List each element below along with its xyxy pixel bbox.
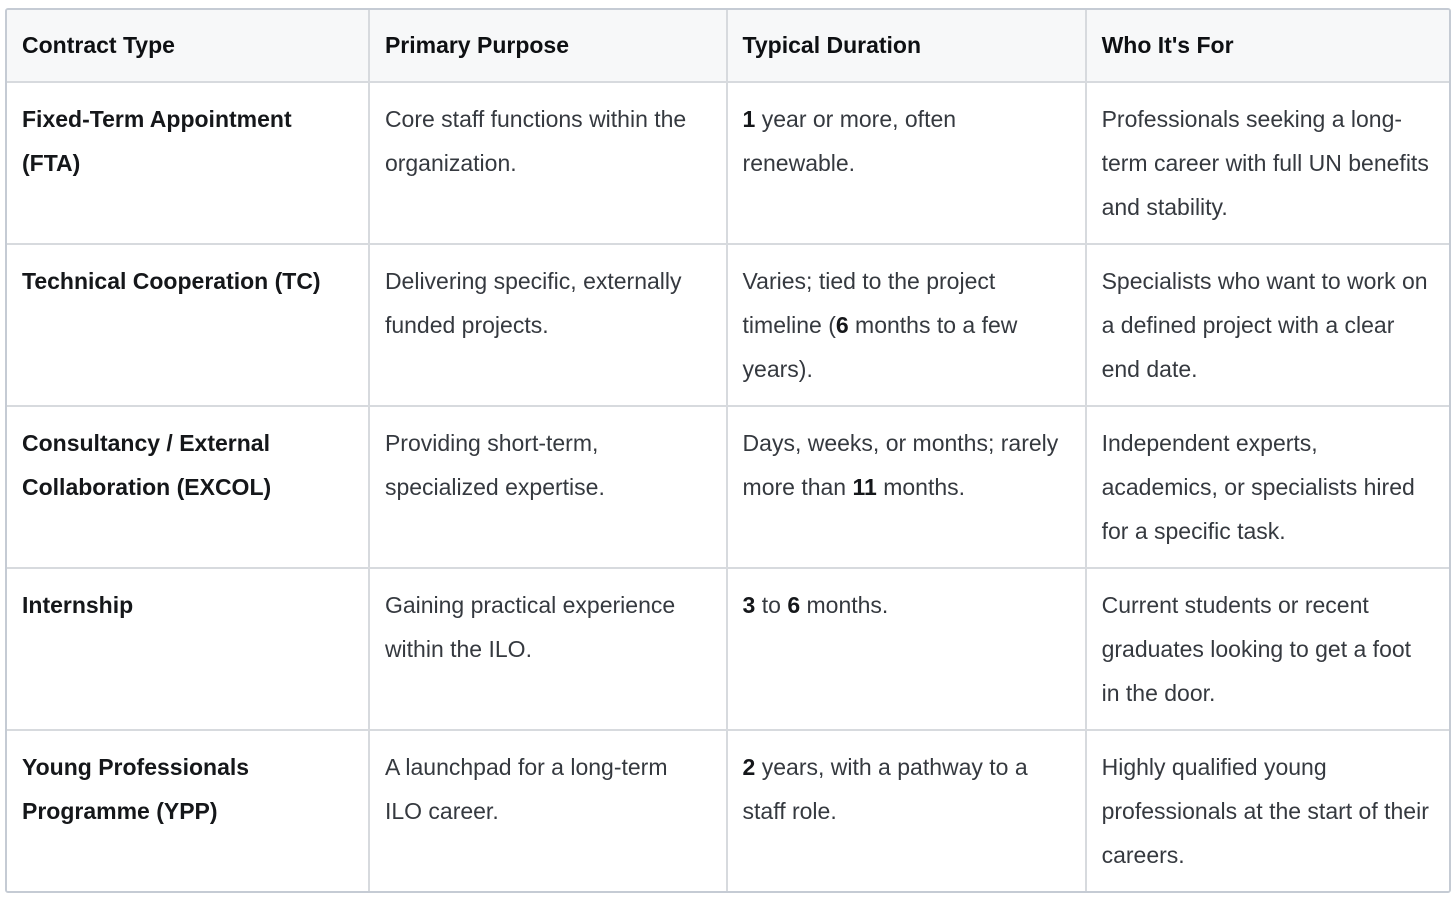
table-row-excol: Consultancy / External Collaboration (EX…	[7, 406, 1449, 569]
contract-types-table: Contract Type Primary Purpose Typical Du…	[7, 10, 1449, 891]
cell-typical-duration: 2 years, with a pathway to a staff role.	[726, 730, 1087, 891]
cell-contract-type: Fixed-Term Appointment (FTA)	[7, 82, 370, 245]
cell-who-its-for: Professionals seeking a long-term career…	[1085, 82, 1449, 245]
cell-contract-type: Internship	[7, 568, 370, 731]
cell-contract-type: Technical Cooperation (TC)	[7, 244, 370, 407]
contract-types-table-container: Contract Type Primary Purpose Typical Du…	[5, 8, 1451, 893]
header-row: Contract Type Primary Purpose Typical Du…	[7, 10, 1449, 83]
table-row-fta: Fixed-Term Appointment (FTA) Core staff …	[7, 82, 1449, 245]
cell-who-its-for: Specialists who want to work on a define…	[1085, 244, 1449, 407]
cell-typical-duration: Varies; tied to the project timeline (6 …	[726, 244, 1087, 407]
cell-primary-purpose: Gaining practical experience within the …	[368, 568, 728, 731]
cell-who-its-for: Highly qualified young professionals at …	[1085, 730, 1449, 891]
table-row-tc: Technical Cooperation (TC) Delivering sp…	[7, 244, 1449, 407]
header-cell-contract-type: Contract Type	[7, 10, 370, 83]
cell-primary-purpose: Providing short-term, specialized expert…	[368, 406, 728, 569]
cell-primary-purpose: A launchpad for a long-term ILO career.	[368, 730, 728, 891]
table-row-internship: Internship Gaining practical experience …	[7, 568, 1449, 731]
cell-typical-duration: 1 year or more, often renewable.	[726, 82, 1087, 245]
table-row-ypp: Young Professionals Programme (YPP) A la…	[7, 730, 1449, 891]
header-cell-primary-purpose: Primary Purpose	[368, 10, 728, 83]
cell-contract-type: Consultancy / External Collaboration (EX…	[7, 406, 370, 569]
table-body: Fixed-Term Appointment (FTA) Core staff …	[7, 82, 1449, 891]
cell-primary-purpose: Delivering specific, externally funded p…	[368, 244, 728, 407]
cell-typical-duration: 3 to 6 months.	[726, 568, 1087, 731]
cell-contract-type: Young Professionals Programme (YPP)	[7, 730, 370, 891]
cell-primary-purpose: Core staff functions within the organiza…	[368, 82, 728, 245]
cell-typical-duration: Days, weeks, or months; rarely more than…	[726, 406, 1087, 569]
cell-who-its-for: Current students or recent graduates loo…	[1085, 568, 1449, 731]
cell-who-its-for: Independent experts, academics, or speci…	[1085, 406, 1449, 569]
header-cell-typical-duration: Typical Duration	[726, 10, 1087, 83]
table-header: Contract Type Primary Purpose Typical Du…	[7, 10, 1449, 83]
header-cell-who-its-for: Who It's For	[1085, 10, 1449, 83]
